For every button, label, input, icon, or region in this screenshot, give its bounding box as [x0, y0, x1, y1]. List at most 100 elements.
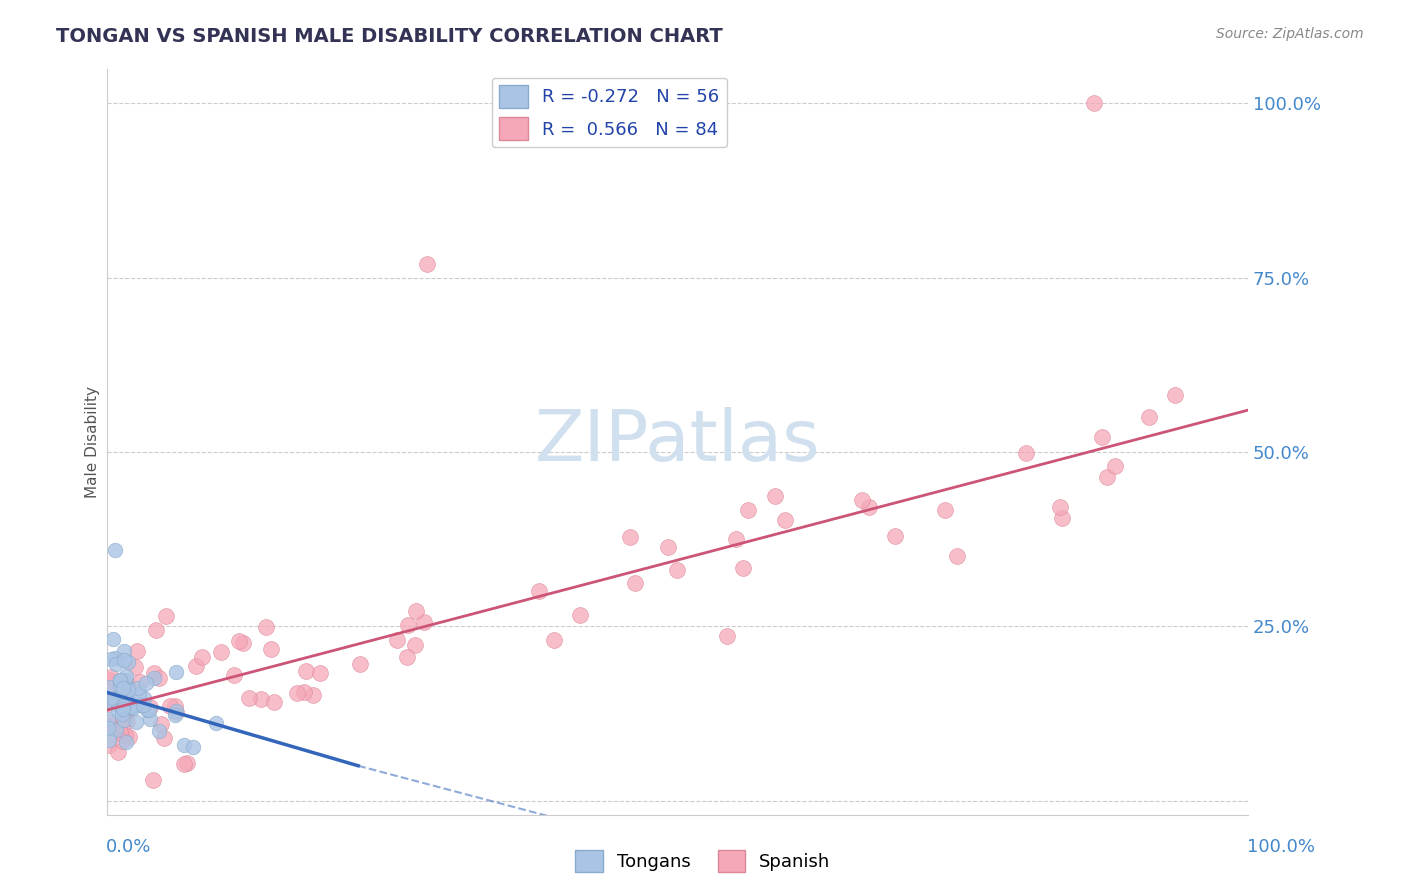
Point: [263, 695, 285, 709]
Point: [124, 660, 146, 674]
Point: [349, 657, 371, 671]
Text: 100.0%: 100.0%: [1247, 838, 1315, 856]
Point: [114, 653, 136, 667]
Point: [385, 632, 408, 647]
Point: [111, 681, 134, 695]
Point: [851, 493, 873, 508]
Point: [665, 564, 688, 578]
Point: [205, 716, 228, 731]
Point: [97, 690, 120, 704]
Point: [110, 673, 132, 687]
Point: [716, 629, 738, 643]
Point: [122, 701, 145, 715]
Point: [105, 657, 128, 671]
Point: [110, 679, 132, 693]
Point: [110, 673, 132, 688]
Point: [97, 721, 120, 735]
Point: [125, 715, 148, 730]
Point: [125, 644, 148, 658]
Point: [209, 645, 232, 659]
Point: [238, 690, 260, 705]
Point: [773, 513, 796, 527]
Point: [232, 636, 254, 650]
Point: [114, 728, 136, 742]
Point: [543, 633, 565, 648]
Text: Source: ZipAtlas.com: Source: ZipAtlas.com: [1216, 27, 1364, 41]
Point: [132, 690, 155, 705]
Point: [111, 734, 134, 748]
Point: [114, 712, 136, 726]
Point: [934, 502, 956, 516]
Point: [222, 667, 245, 681]
Point: [190, 650, 212, 665]
Point: [114, 691, 136, 706]
Point: [569, 607, 592, 622]
Point: [733, 560, 755, 574]
Point: [112, 728, 135, 742]
Point: [153, 731, 176, 745]
Point: [858, 500, 880, 514]
Point: [114, 669, 136, 683]
Point: [112, 713, 135, 727]
Point: [765, 489, 787, 503]
Point: [1083, 96, 1105, 111]
Point: [97, 696, 120, 710]
Point: [110, 698, 132, 713]
Point: [128, 675, 150, 690]
Point: [108, 724, 131, 739]
Point: [112, 644, 135, 658]
Point: [117, 730, 139, 744]
Point: [117, 656, 139, 670]
Point: [415, 257, 437, 271]
Point: [165, 704, 187, 718]
Point: [285, 685, 308, 699]
Point: [112, 702, 135, 716]
Point: [619, 530, 641, 544]
Legend: Tongans, Spanish: Tongans, Spanish: [568, 843, 838, 879]
Point: [946, 549, 969, 564]
Point: [97, 714, 120, 729]
Point: [396, 618, 419, 632]
Point: [302, 688, 325, 702]
Point: [254, 619, 277, 633]
Point: [97, 712, 120, 726]
Point: [884, 529, 907, 543]
Point: [405, 604, 427, 618]
Point: [1164, 388, 1187, 402]
Point: [176, 756, 198, 770]
Point: [105, 690, 128, 705]
Point: [98, 694, 121, 708]
Point: [1104, 459, 1126, 474]
Point: [97, 738, 120, 752]
Point: [100, 651, 122, 665]
Point: [404, 638, 426, 652]
Point: [107, 746, 129, 760]
Point: [98, 694, 121, 708]
Point: [118, 686, 141, 700]
Point: [309, 665, 332, 680]
Point: [115, 695, 138, 709]
Point: [228, 633, 250, 648]
Point: [165, 665, 187, 679]
Point: [135, 676, 157, 690]
Point: [108, 673, 131, 687]
Point: [142, 671, 165, 685]
Point: [260, 642, 283, 657]
Point: [117, 682, 139, 697]
Point: [107, 703, 129, 717]
Point: [142, 772, 165, 787]
Point: [1049, 500, 1071, 514]
Point: [118, 699, 141, 714]
Point: [115, 676, 138, 690]
Point: [1137, 410, 1160, 425]
Point: [117, 714, 139, 728]
Point: [101, 632, 124, 647]
Point: [623, 575, 645, 590]
Point: [181, 740, 204, 755]
Point: [128, 687, 150, 701]
Point: [105, 723, 128, 738]
Point: [143, 666, 166, 681]
Point: [139, 699, 162, 714]
Point: [173, 738, 195, 752]
Point: [115, 679, 138, 693]
